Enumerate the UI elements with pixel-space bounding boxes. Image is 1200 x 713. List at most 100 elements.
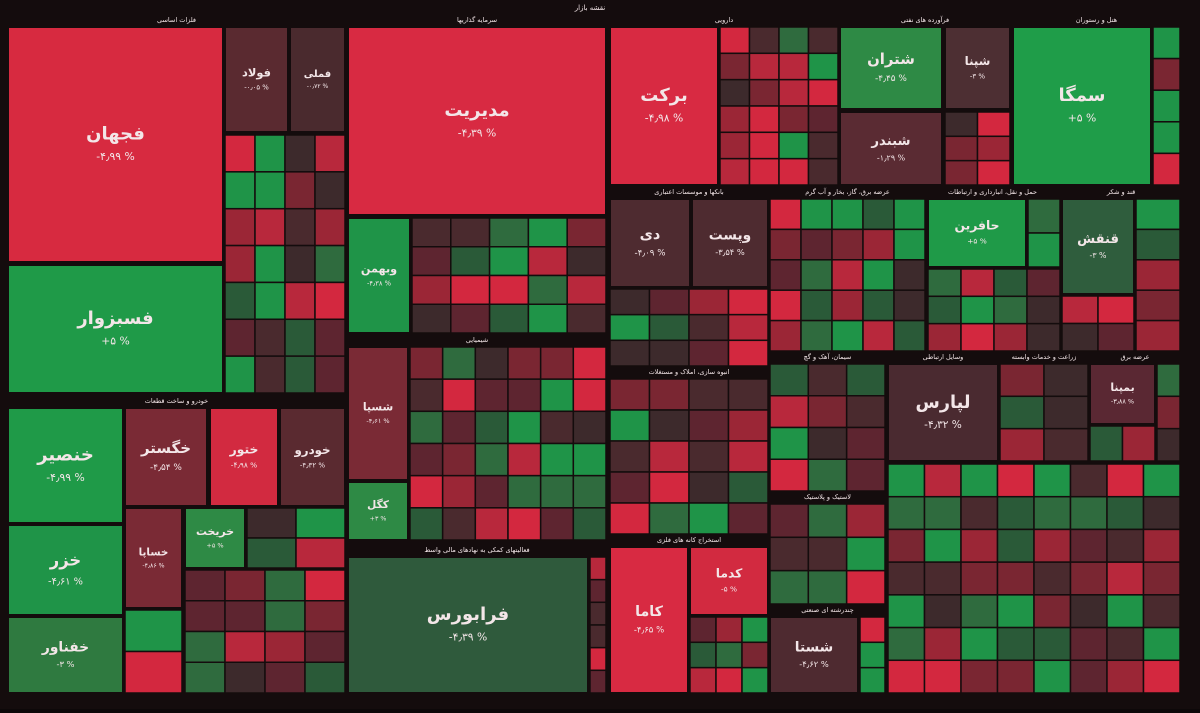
small-tile (450, 246, 491, 277)
tile-change: % ۵+ (101, 335, 130, 348)
small-tile (589, 669, 607, 694)
small-tile (507, 346, 542, 380)
sector-label: سیمان، آهک و گچ (804, 352, 852, 361)
small-tile (845, 426, 886, 460)
small-tile (715, 641, 743, 669)
small-tile (1135, 289, 1181, 322)
small-tile (996, 528, 1035, 563)
small-tile (923, 463, 962, 498)
small-tile (859, 666, 886, 694)
small-tile (831, 319, 864, 352)
small-tile (284, 244, 316, 284)
small-tile (1152, 152, 1181, 186)
small-tile (807, 536, 848, 572)
small-tile (927, 268, 962, 298)
tile (347, 217, 411, 334)
small-tile (566, 246, 607, 277)
small-tile (887, 561, 926, 596)
small-tile (304, 569, 346, 602)
tile (1061, 198, 1135, 295)
tile-symbol: وپست (709, 227, 751, 243)
small-tile (769, 319, 802, 352)
small-tile (741, 616, 769, 644)
sector-label: فلزات اساسی (157, 16, 196, 24)
small-tile (441, 442, 477, 477)
small-tile (572, 346, 607, 380)
small-tile (224, 661, 266, 694)
small-tile (474, 346, 509, 380)
sector-label: زراعت و خدمات وابسته (1012, 353, 1077, 361)
small-tile (224, 318, 256, 357)
tile-change: % ۴٫۳۲- (300, 460, 326, 469)
small-tile (960, 594, 999, 629)
small-tile (314, 318, 346, 357)
small-tile (689, 641, 717, 669)
small-tile (993, 322, 1028, 352)
tile-symbol: خریخت (196, 525, 234, 538)
small-tile (507, 442, 542, 477)
small-tile (254, 355, 286, 394)
small-tile (184, 661, 226, 694)
small-tile (474, 507, 509, 541)
small-tile (1043, 395, 1089, 430)
small-tile (441, 474, 477, 509)
tile-change: % ۳+ (370, 515, 387, 522)
small-tile (1106, 528, 1145, 563)
tile-symbol: شتران (867, 50, 915, 68)
small-tile (807, 78, 839, 107)
small-tile (314, 244, 346, 284)
small-tile (996, 659, 1035, 694)
tile-change: % ۳٫۸۸- (1111, 398, 1134, 406)
small-tile (976, 135, 1011, 162)
small-tile (409, 474, 444, 509)
tile (184, 507, 246, 569)
small-tile (527, 217, 568, 248)
small-tile (715, 616, 743, 644)
small-tile (254, 244, 286, 284)
small-tile (539, 378, 575, 413)
small-tile (1043, 427, 1089, 462)
tile-change: % ۵+ (1068, 112, 1097, 125)
small-tile (996, 594, 1035, 629)
tile-symbol: شسپا (363, 401, 393, 414)
small-tile (284, 318, 316, 357)
tile-symbol: بمپنا (1110, 381, 1134, 394)
small-tile (748, 26, 780, 55)
small-tile (572, 410, 607, 445)
small-tile (224, 569, 266, 602)
tile (839, 111, 943, 186)
tile-symbol: شستا (795, 639, 833, 655)
small-tile (769, 458, 810, 492)
small-tile (1027, 232, 1061, 268)
small-tile (960, 295, 995, 325)
tile (224, 26, 289, 133)
small-tile (887, 626, 926, 662)
small-tile (184, 600, 226, 633)
sector-label: قند و شکر (1106, 188, 1135, 196)
small-tile (411, 246, 452, 277)
small-tile (1121, 425, 1156, 462)
small-tile (800, 289, 833, 322)
small-tile (778, 105, 810, 134)
small-tile (609, 471, 651, 504)
tile (347, 556, 589, 694)
tile-change: % ۴٫۹۹- (96, 150, 135, 163)
tile-change: % ۳٫۵۴- (715, 247, 745, 257)
tile-symbol: شبندر (870, 134, 910, 149)
small-tile (488, 274, 530, 305)
tile-change: % ۴٫۹۸- (231, 461, 257, 470)
small-tile (1027, 198, 1061, 234)
sector-label: هتل و رستوران (1076, 16, 1118, 24)
tile-symbol: کدما (716, 567, 743, 581)
small-tile (800, 319, 833, 352)
map-title: نقشه بازار (574, 4, 606, 12)
small-tile (254, 318, 286, 357)
small-tile (727, 339, 769, 367)
small-tile (1106, 594, 1145, 629)
small-tile (807, 395, 848, 429)
small-tile (1135, 198, 1181, 231)
small-tile (748, 105, 780, 134)
sector-label: دارویی (715, 16, 733, 24)
tile (124, 507, 183, 609)
